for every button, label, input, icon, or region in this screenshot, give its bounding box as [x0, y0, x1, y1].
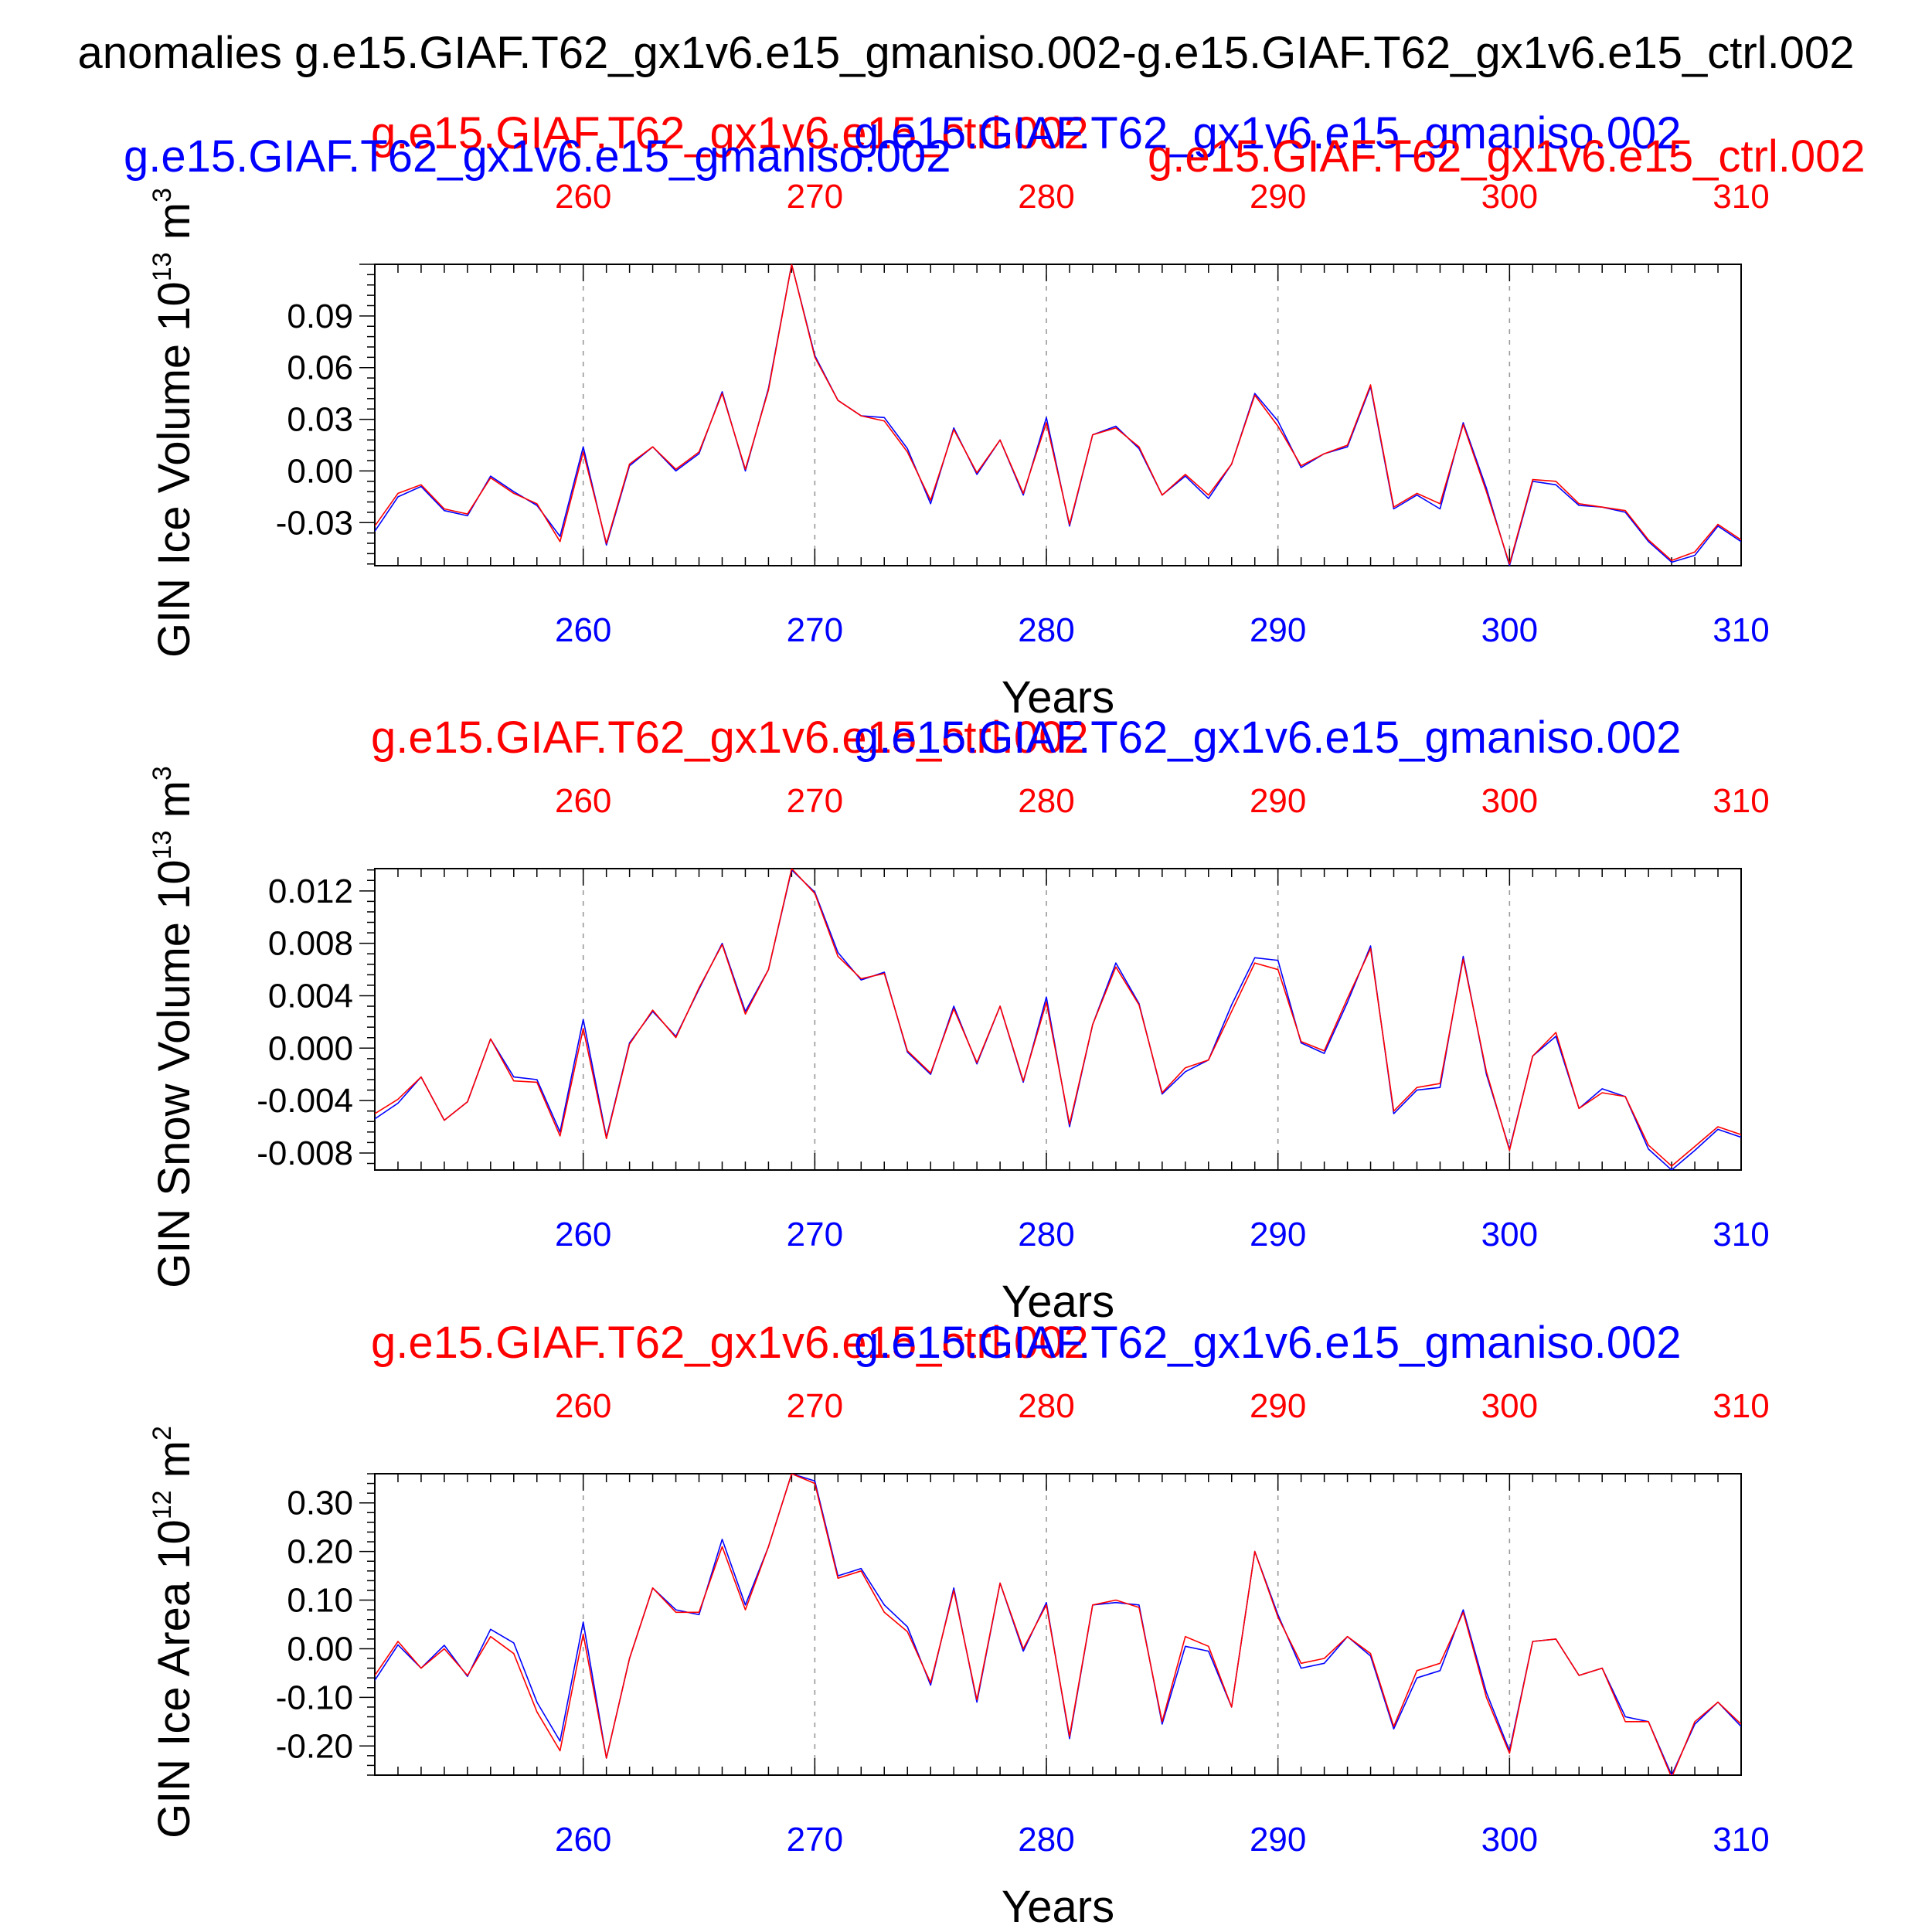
y-tick-label: -0.03 — [276, 504, 353, 542]
x-tick-label-top: 270 — [787, 782, 843, 820]
x-tick-label-top: 310 — [1713, 1387, 1769, 1425]
x-tick-label-top: 260 — [555, 1387, 611, 1425]
series-line-gmaniso — [375, 264, 1741, 566]
y-axis-label-unit-exponent: 3 — [148, 766, 177, 781]
series-line-ctrl — [375, 1474, 1741, 1775]
x-tick-label-bottom: 300 — [1481, 1216, 1538, 1253]
x-tick-label-bottom: 300 — [1481, 611, 1538, 649]
x-tick-label-top: 300 — [1481, 1387, 1538, 1425]
x-tick-label-top: 290 — [1250, 1387, 1306, 1425]
panel-1: -0.03 0.00 0.03 0.06 0.09 260 260 270 270 280 280 2… — [124, 108, 1866, 723]
x-tick-label-top: 290 — [1250, 782, 1306, 820]
x-tick-label-bottom: 310 — [1713, 1821, 1769, 1859]
x-tick-label-bottom: 290 — [1250, 611, 1306, 649]
y-axis-label-unit: m — [149, 202, 199, 252]
series-label-gmaniso: g.e15.GIAF.T62_gx1v6.e15_gmaniso.002 — [124, 131, 951, 182]
y-axis-label-exponent: 13 — [148, 831, 177, 860]
series-line-gmaniso — [375, 1474, 1741, 1775]
y-tick-label: 0.03 — [287, 401, 353, 439]
series-group — [375, 264, 1741, 566]
series-group — [375, 1474, 1741, 1775]
y-tick-label: 0.09 — [287, 298, 353, 335]
series-title-gmaniso: g.e15.GIAF.T62_gx1v6.e15_gmaniso.002 — [854, 1318, 1682, 1368]
x-tick-label-bottom: 270 — [787, 1216, 843, 1253]
panel-2: -0.008 -0.004 0.000 0.004 0.008 0.012 260 260 27… — [148, 713, 1770, 1327]
x-tick-label-bottom: 300 — [1481, 1821, 1538, 1859]
panels: -0.03 0.00 0.03 0.06 0.09 260 260 270 270 280 280 2… — [124, 108, 1866, 1932]
series-line-ctrl — [375, 264, 1741, 565]
x-tick-label-bottom: 280 — [1018, 1216, 1074, 1253]
y-axis-label: GIN Ice Volume 1013 m3 — [148, 188, 199, 658]
panel-3: -0.20 -0.10 0.00 0.10 0.20 0.30 260 260 270 270 28… — [148, 1318, 1770, 1932]
x-axis-label: Years — [1002, 1277, 1114, 1327]
x-tick-label-bottom: 290 — [1250, 1216, 1306, 1253]
y-tick-label: 0.30 — [287, 1485, 353, 1522]
x-tick-label-bottom: 280 — [1018, 611, 1074, 649]
y-axis-label-unit-exponent: 2 — [148, 1426, 177, 1440]
x-tick-label-top: 310 — [1713, 178, 1769, 216]
y-axis-label: GIN Ice Area 1012 m2 — [148, 1426, 199, 1838]
x-tick-label-bottom: 260 — [555, 1821, 611, 1859]
y-axis-label-unit: m — [149, 1440, 199, 1490]
x-tick-label-bottom: 270 — [787, 1821, 843, 1859]
x-tick-label-bottom: 310 — [1713, 611, 1769, 649]
series-title-ctrl: g.e15.GIAF.T62_gx1v6.e15_ctrl.002 — [371, 108, 1089, 158]
series-title-gmaniso: g.e15.GIAF.T62_gx1v6.e15_gmaniso.002 — [854, 108, 1682, 158]
x-axis-label: Years — [1002, 1882, 1114, 1932]
x-tick-label-bottom: 260 — [555, 1216, 611, 1253]
series-group — [375, 869, 1741, 1170]
y-tick-label: 0.012 — [268, 872, 353, 910]
x-tick-label-top: 310 — [1713, 782, 1769, 820]
y-tick-label: 0.00 — [287, 452, 353, 490]
y-axis-label-unit-exponent: 3 — [148, 188, 177, 202]
x-tick-label-bottom: 280 — [1018, 1821, 1074, 1859]
y-axis-label-unit: m — [149, 781, 199, 830]
y-tick-label: 0.10 — [287, 1582, 353, 1620]
y-tick-label: 0.06 — [287, 349, 353, 387]
x-tick-label-bottom: 310 — [1713, 1216, 1769, 1253]
x-tick-label-top: 280 — [1018, 178, 1074, 216]
x-tick-label-bottom: 260 — [555, 611, 611, 649]
y-tick-label: -0.10 — [276, 1679, 353, 1716]
y-axis-label-text: GIN Snow Volume 10 — [149, 859, 199, 1288]
plot-frame — [374, 868, 1742, 1171]
x-tick-label-top: 300 — [1481, 178, 1538, 216]
x-tick-label-top: 270 — [787, 178, 843, 216]
y-tick-label: 0.004 — [268, 977, 353, 1015]
y-tick-label: -0.20 — [276, 1727, 353, 1765]
series-line-gmaniso — [375, 869, 1741, 1170]
y-axis-label-text: GIN Ice Volume 10 — [149, 281, 199, 658]
y-axis-label-text: GIN Ice Area 10 — [149, 1519, 199, 1838]
x-tick-label-top: 260 — [555, 178, 611, 216]
x-tick-label-top: 260 — [555, 782, 611, 820]
y-tick-label: 0.008 — [268, 925, 353, 963]
y-tick-label: 0.00 — [287, 1630, 353, 1668]
x-tick-label-top: 280 — [1018, 782, 1074, 820]
series-label-ctrl: g.e15.GIAF.T62_gx1v6.e15_ctrl.002 — [1148, 131, 1866, 182]
y-axis-label-exponent: 13 — [148, 252, 177, 281]
y-tick-label: 0.000 — [268, 1029, 353, 1067]
y-axis-label-exponent: 12 — [148, 1490, 177, 1519]
series-title-ctrl: g.e15.GIAF.T62_gx1v6.e15_ctrl.002 — [371, 713, 1089, 763]
x-tick-label-bottom: 270 — [787, 611, 843, 649]
x-tick-label-top: 280 — [1018, 1387, 1074, 1425]
series-title-ctrl: g.e15.GIAF.T62_gx1v6.e15_ctrl.002 — [371, 1318, 1089, 1368]
y-tick-label: -0.004 — [257, 1082, 353, 1120]
series-title-gmaniso: g.e15.GIAF.T62_gx1v6.e15_gmaniso.002 — [854, 713, 1682, 763]
x-tick-label-top: 300 — [1481, 782, 1538, 820]
x-tick-label-bottom: 290 — [1250, 1821, 1306, 1859]
plot-frame — [374, 264, 1742, 566]
x-tick-label-top: 270 — [787, 1387, 843, 1425]
x-axis-label: Years — [1002, 672, 1114, 723]
series-line-ctrl — [375, 869, 1741, 1167]
x-tick-label-top: 290 — [1250, 178, 1306, 216]
y-tick-label: -0.008 — [257, 1134, 353, 1172]
y-axis-label: GIN Snow Volume 1013 m3 — [148, 766, 199, 1288]
figure-title: anomalies g.e15.GIAF.T62_gx1v6.e15_gmani… — [78, 28, 1855, 78]
plot-frame — [374, 1473, 1742, 1776]
y-tick-label: 0.20 — [287, 1533, 353, 1571]
